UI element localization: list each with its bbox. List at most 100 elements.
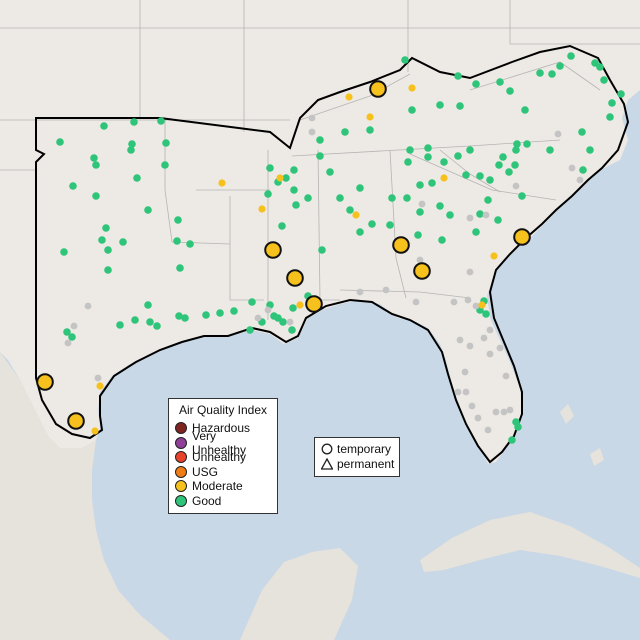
- no-data-monitor[interactable]: [484, 426, 492, 434]
- good-monitor[interactable]: [98, 236, 106, 244]
- no-data-monitor[interactable]: [450, 298, 458, 306]
- good-monitor[interactable]: [289, 304, 297, 312]
- no-data-monitor[interactable]: [308, 114, 316, 122]
- moderate-monitor[interactable]: [408, 84, 416, 92]
- good-monitor[interactable]: [290, 186, 298, 194]
- moderate-temporary-monitor[interactable]: [392, 236, 410, 254]
- good-monitor[interactable]: [104, 246, 112, 254]
- good-monitor[interactable]: [181, 314, 189, 322]
- good-monitor[interactable]: [586, 146, 594, 154]
- good-monitor[interactable]: [92, 161, 100, 169]
- no-data-monitor[interactable]: [264, 306, 272, 314]
- no-data-monitor[interactable]: [461, 368, 469, 376]
- good-monitor[interactable]: [476, 210, 484, 218]
- no-data-monitor[interactable]: [576, 176, 584, 184]
- good-monitor[interactable]: [144, 301, 152, 309]
- no-data-monitor[interactable]: [502, 372, 510, 380]
- good-monitor[interactable]: [346, 206, 354, 214]
- moderate-temporary-monitor[interactable]: [513, 228, 531, 246]
- good-monitor[interactable]: [495, 161, 503, 169]
- good-monitor[interactable]: [462, 171, 470, 179]
- moderate-monitor[interactable]: [218, 179, 226, 187]
- good-monitor[interactable]: [508, 436, 516, 444]
- good-monitor[interactable]: [290, 166, 298, 174]
- no-data-monitor[interactable]: [308, 128, 316, 136]
- moderate-temporary-monitor[interactable]: [36, 373, 54, 391]
- moderate-monitor[interactable]: [366, 113, 374, 121]
- good-monitor[interactable]: [406, 146, 414, 154]
- good-monitor[interactable]: [388, 194, 396, 202]
- good-monitor[interactable]: [446, 211, 454, 219]
- good-monitor[interactable]: [456, 102, 464, 110]
- good-monitor[interactable]: [157, 117, 165, 125]
- good-monitor[interactable]: [424, 144, 432, 152]
- good-monitor[interactable]: [484, 196, 492, 204]
- moderate-monitor[interactable]: [440, 174, 448, 182]
- good-monitor[interactable]: [416, 208, 424, 216]
- good-monitor[interactable]: [466, 146, 474, 154]
- good-monitor[interactable]: [69, 182, 77, 190]
- good-monitor[interactable]: [264, 190, 272, 198]
- no-data-monitor[interactable]: [466, 214, 474, 222]
- good-monitor[interactable]: [438, 236, 446, 244]
- no-data-monitor[interactable]: [500, 408, 508, 416]
- good-monitor[interactable]: [513, 140, 521, 148]
- good-monitor[interactable]: [119, 238, 127, 246]
- moderate-temporary-monitor[interactable]: [264, 241, 282, 259]
- no-data-monitor[interactable]: [474, 414, 482, 422]
- no-data-monitor[interactable]: [486, 350, 494, 358]
- good-monitor[interactable]: [579, 166, 587, 174]
- no-data-monitor[interactable]: [512, 182, 520, 190]
- good-monitor[interactable]: [436, 101, 444, 109]
- good-monitor[interactable]: [318, 246, 326, 254]
- moderate-monitor[interactable]: [258, 205, 266, 213]
- no-data-monitor[interactable]: [468, 402, 476, 410]
- good-monitor[interactable]: [104, 266, 112, 274]
- no-data-monitor[interactable]: [418, 200, 426, 208]
- no-data-monitor[interactable]: [496, 344, 504, 352]
- no-data-monitor[interactable]: [286, 318, 294, 326]
- moderate-temporary-monitor[interactable]: [369, 80, 387, 98]
- good-monitor[interactable]: [512, 146, 520, 154]
- no-data-monitor[interactable]: [454, 388, 462, 396]
- no-data-monitor[interactable]: [482, 211, 490, 219]
- good-monitor[interactable]: [506, 87, 514, 95]
- good-monitor[interactable]: [472, 80, 480, 88]
- good-monitor[interactable]: [536, 69, 544, 77]
- good-monitor[interactable]: [128, 140, 136, 148]
- good-monitor[interactable]: [546, 146, 554, 154]
- good-monitor[interactable]: [511, 161, 519, 169]
- good-monitor[interactable]: [341, 128, 349, 136]
- moderate-monitor[interactable]: [478, 301, 486, 309]
- good-monitor[interactable]: [499, 153, 507, 161]
- good-monitor[interactable]: [60, 248, 68, 256]
- no-data-monitor[interactable]: [462, 388, 470, 396]
- good-monitor[interactable]: [403, 194, 411, 202]
- good-monitor[interactable]: [316, 136, 324, 144]
- good-monitor[interactable]: [175, 312, 183, 320]
- good-monitor[interactable]: [162, 139, 170, 147]
- good-monitor[interactable]: [336, 194, 344, 202]
- good-monitor[interactable]: [505, 168, 513, 176]
- good-monitor[interactable]: [288, 326, 296, 334]
- good-monitor[interactable]: [279, 318, 287, 326]
- moderate-temporary-monitor[interactable]: [67, 412, 85, 430]
- good-monitor[interactable]: [248, 298, 256, 306]
- no-data-monitor[interactable]: [486, 326, 494, 334]
- good-monitor[interactable]: [428, 179, 436, 187]
- good-monitor[interactable]: [56, 138, 64, 146]
- good-monitor[interactable]: [440, 158, 448, 166]
- no-data-monitor[interactable]: [568, 164, 576, 172]
- moderate-monitor[interactable]: [91, 427, 99, 435]
- no-data-monitor[interactable]: [70, 322, 78, 330]
- good-monitor[interactable]: [496, 78, 504, 86]
- good-monitor[interactable]: [304, 194, 312, 202]
- moderate-temporary-monitor[interactable]: [305, 295, 323, 313]
- good-monitor[interactable]: [476, 172, 484, 180]
- good-monitor[interactable]: [578, 128, 586, 136]
- good-monitor[interactable]: [436, 202, 444, 210]
- good-monitor[interactable]: [414, 231, 422, 239]
- no-data-monitor[interactable]: [356, 288, 364, 296]
- good-monitor[interactable]: [424, 153, 432, 161]
